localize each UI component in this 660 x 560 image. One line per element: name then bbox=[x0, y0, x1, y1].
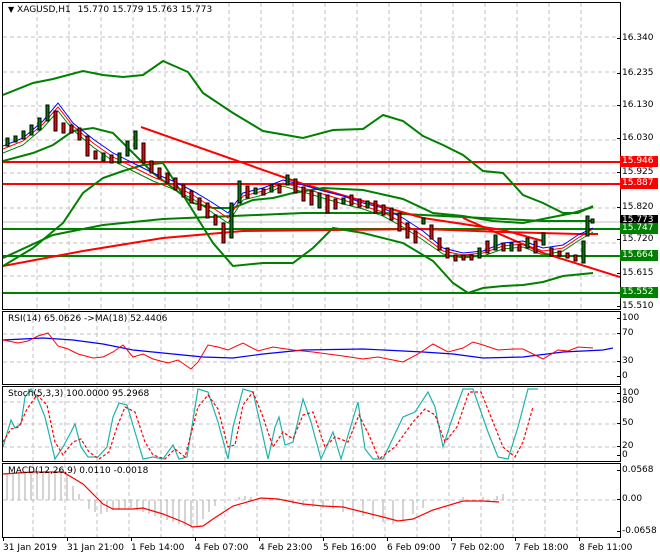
stoch-tick: 20 bbox=[616, 441, 634, 451]
time-label: 4 Feb 23:00 bbox=[259, 543, 313, 553]
time-label: 6 Feb 09:00 bbox=[387, 543, 441, 553]
rsi-tick: 0 bbox=[617, 371, 628, 381]
macd-panel[interactable]: MACD(12,26,9) 0.0110 -0.0018 bbox=[2, 463, 621, 538]
candles bbox=[5, 104, 595, 264]
macd-axis: 0.0568 0.00 -0.0658 bbox=[616, 463, 660, 536]
rsi-canvas bbox=[3, 312, 620, 384]
price-tick: 16.030 bbox=[617, 133, 654, 143]
stoch-tick: 100 bbox=[616, 388, 640, 398]
macd-tick: 0.0568 bbox=[617, 465, 654, 475]
chart-header: ▼ XAGUSD,H1 15.770 15.779 15.763 15.773 bbox=[8, 5, 212, 15]
time-label: 1 Feb 14:00 bbox=[131, 543, 185, 553]
stochastic-title: Stoch(5,3,3) 100.0000 95.2968 bbox=[8, 389, 150, 399]
time-label: 7 Feb 18:00 bbox=[515, 543, 569, 553]
price-tick: 16.340 bbox=[617, 33, 654, 43]
macd-tick: -0.0658 bbox=[617, 526, 657, 536]
price-tick: 15.720 bbox=[617, 234, 654, 244]
stoch-tick: 80 bbox=[616, 396, 634, 406]
rsi-tick: 30 bbox=[616, 356, 634, 366]
price-chart-panel[interactable]: ▼ XAGUSD,H1 15.770 15.779 15.763 15.773 bbox=[2, 2, 621, 310]
price-tick: 16.130 bbox=[617, 100, 654, 110]
time-label: 31 Jan 2019 bbox=[3, 543, 57, 553]
time-label: 5 Feb 16:00 bbox=[323, 543, 377, 553]
rsi-axis: 100 70 30 0 bbox=[616, 311, 660, 383]
price-axis: 16.340 16.235 16.130 16.030 15.925 15.82… bbox=[617, 2, 660, 311]
time-label: 4 Feb 07:00 bbox=[195, 543, 249, 553]
macd-title: MACD(12,26,9) 0.0110 -0.0018 bbox=[8, 466, 149, 476]
stoch-tick: 50 bbox=[616, 418, 634, 428]
price-tick: 15.925 bbox=[617, 167, 654, 177]
resistance-tag: 15.946 bbox=[620, 156, 658, 167]
price-tick: 15.510 bbox=[617, 301, 654, 311]
ohlc-values: 15.770 15.779 15.763 15.773 bbox=[77, 5, 213, 15]
time-label: 7 Feb 02:00 bbox=[451, 543, 505, 553]
current-price-tag: 15.773 bbox=[620, 215, 658, 226]
time-label: 31 Jan 21:00 bbox=[67, 543, 124, 553]
rsi-tick: 100 bbox=[616, 313, 640, 323]
stochastic-canvas bbox=[3, 387, 620, 461]
stoch-tick: 0 bbox=[617, 450, 628, 460]
time-axis: 31 Jan 2019 31 Jan 21:00 1 Feb 14:00 4 F… bbox=[0, 537, 660, 560]
stochastic-panel[interactable]: Stoch(5,3,3) 100.0000 95.2968 bbox=[2, 386, 621, 462]
stochastic-axis: 100 80 50 20 0 bbox=[616, 386, 660, 460]
rsi-tick: 70 bbox=[616, 328, 634, 338]
support-tag: 15.747 bbox=[620, 223, 658, 234]
macd-canvas bbox=[3, 464, 620, 537]
price-tick: 15.615 bbox=[617, 268, 654, 278]
rsi-title: RSI(14) 65.0626 ->MA(18) 52.4406 bbox=[8, 314, 168, 324]
triangle-down-icon[interactable]: ▼ bbox=[8, 5, 15, 14]
support-tag: 15.664 bbox=[620, 250, 658, 261]
time-label: 8 Feb 11:00 bbox=[579, 543, 633, 553]
macd-tick: 0.00 bbox=[616, 494, 643, 504]
rsi-panel[interactable]: RSI(14) 65.0626 ->MA(18) 52.4406 bbox=[2, 311, 621, 385]
price-tick: 16.235 bbox=[617, 68, 654, 78]
price-chart-canvas bbox=[3, 3, 620, 309]
resistance-tag: 15.887 bbox=[620, 178, 658, 189]
support-tag: 15.552 bbox=[620, 287, 658, 298]
symbol-label: XAGUSD,H1 bbox=[17, 5, 71, 15]
price-tick: 15.820 bbox=[617, 202, 654, 212]
